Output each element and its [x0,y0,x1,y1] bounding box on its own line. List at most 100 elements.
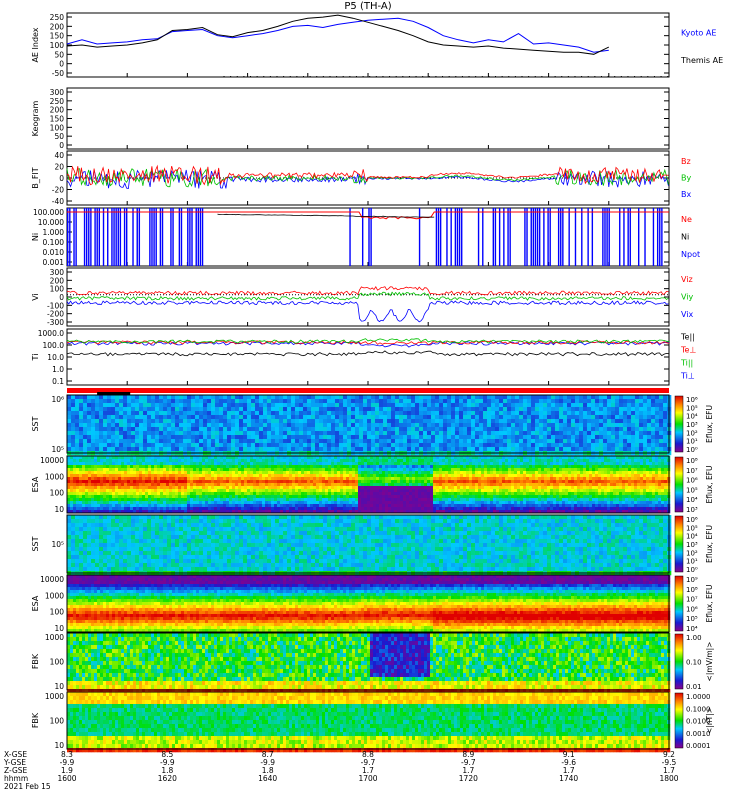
spectrogram-cell [459,407,464,412]
spectrogram-cell [607,439,612,444]
spectrogram-cell [409,510,413,514]
spectrogram-cell [479,419,484,424]
spectrogram-cell [283,423,288,428]
spectrogram-cell [313,471,317,475]
spectrogram-cell [491,419,496,424]
spectrogram-cell [154,510,158,514]
spectrogram-cell [247,407,252,412]
spectrogram-cell [295,415,300,420]
spectrogram-cell [515,419,520,424]
spectrogram-cell [331,510,335,514]
spectrogram-cell [375,443,380,448]
spectrogram-cell [399,435,404,440]
y-axis-label: Ni [31,233,40,241]
spectrogram-cell [175,411,180,416]
spectrogram-cell [639,423,644,428]
spectrogram-cell [319,462,323,466]
spectrogram-cell [415,423,420,428]
spectrogram-cell [183,411,188,416]
spectrogram-cell [539,439,544,444]
spectrogram-cell [267,411,272,416]
spectrogram-cell [214,480,218,484]
spectrogram-cell [431,435,436,440]
spectrogram-cell [88,495,92,499]
keogram-dot [269,76,271,77]
spectrogram-cell [103,411,108,416]
spectrogram-cell [315,395,320,400]
spectrogram-cell [106,474,110,478]
spectrogram-cell [145,489,149,493]
spectrogram-cell [274,507,278,511]
spectrogram-cell [271,507,275,511]
spectrogram-cell [235,471,239,475]
spectrogram-cell [519,395,524,400]
spectrogram-cell [115,431,120,436]
spectrogram-cell [187,459,191,463]
spectrogram-cell [349,474,353,478]
spectrogram-cell [559,411,564,416]
spectrogram-cell [67,489,71,493]
spectrogram-cell [331,462,335,466]
spectrogram-cell [256,465,260,469]
spectrogram-cell [443,447,448,452]
spectrogram-cell [94,501,98,505]
spectrogram-cell [400,477,404,481]
spectrogram-cell [97,462,101,466]
spectrogram-cell [207,423,212,428]
spectrogram-cell [483,415,488,420]
spectrogram-cell [303,415,308,420]
spectrogram-cell [145,477,149,481]
spectrogram-cell [155,399,160,404]
spectrogram-cell [217,495,221,499]
spectrogram-cell [563,435,568,440]
spectrogram-cell [419,427,424,432]
spectrogram-cell [100,462,104,466]
spectrogram-cell [107,427,112,432]
spectrogram-cell [255,447,260,452]
spectrogram-cell [307,480,311,484]
spectrogram-cell [136,459,140,463]
spectrogram-cell [142,507,146,511]
spectrogram-cell [313,501,317,505]
spectrogram-cell [395,443,400,448]
spectrogram-cell [635,435,640,440]
spectrogram-cell [359,399,364,404]
spectrogram-cell [175,477,179,481]
spectrogram-cell [325,504,329,508]
colorbar-tick-label: 10⁰ [686,446,698,454]
spectrogram-cell [531,415,536,420]
spectrogram-cell [169,465,173,469]
spectrogram-cell [631,419,636,424]
spectrogram-cell [627,439,632,444]
spectrogram-cell [615,443,620,448]
spectrogram-cell [475,395,480,400]
spectrogram-cell [343,411,348,416]
spectrogram-cell [283,407,288,412]
spectrogram-cell [280,498,284,502]
spectrogram-cell [303,447,308,452]
spectrogram-cell [403,419,408,424]
spectrogram-cell [87,415,92,420]
npot-spike [543,208,545,266]
spectrogram-cell [421,468,425,472]
spectrogram-cell [166,492,170,496]
spectrogram-cell [643,423,648,428]
spectrogram-cell [347,411,352,416]
spectrogram-cell [547,419,552,424]
spectrogram-cell [255,423,260,428]
spectrogram-cell [160,492,164,496]
spectrogram-cell [215,415,220,420]
spectrogram-cell [523,427,528,432]
spectrogram-cell [587,443,592,448]
spectrogram-cell [415,501,419,505]
spectrogram-cell [563,411,568,416]
spectrogram-cell [220,456,224,460]
spectrogram-cell [367,431,372,436]
spectrogram-cell [337,465,341,469]
spectrogram-cell [388,480,392,484]
keogram-dot [422,76,424,77]
spectrogram-cell [73,480,77,484]
spectrogram-cell [643,443,648,448]
spectrogram-cell [250,486,254,490]
spectrogram-cell [142,459,146,463]
